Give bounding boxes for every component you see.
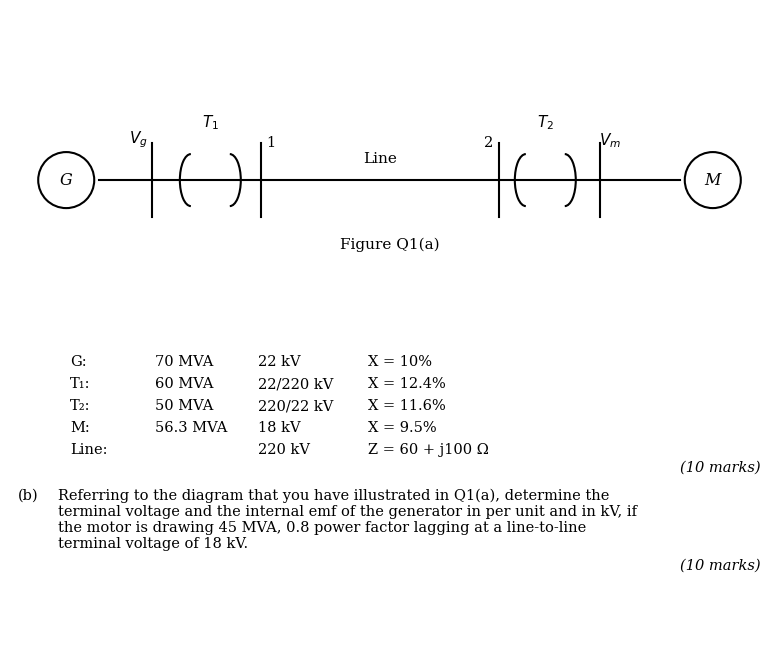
Text: Referring to the diagram that you have illustrated in Q1(a), determine the: Referring to the diagram that you have i…: [58, 489, 609, 504]
Circle shape: [38, 152, 94, 208]
Circle shape: [685, 152, 741, 208]
Text: (10 marks): (10 marks): [680, 461, 761, 475]
Text: Z = 60 + j100 Ω: Z = 60 + j100 Ω: [368, 443, 489, 457]
Text: Figure Q1(a): Figure Q1(a): [340, 238, 439, 253]
Text: 22 kV: 22 kV: [258, 355, 301, 369]
Text: M:: M:: [70, 421, 90, 435]
Text: Line:: Line:: [70, 443, 108, 457]
Text: X = 10%: X = 10%: [368, 355, 432, 369]
Text: M: M: [704, 171, 721, 189]
Text: X = 11.6%: X = 11.6%: [368, 399, 446, 413]
Text: Line: Line: [363, 152, 397, 166]
Text: 70 MVA: 70 MVA: [155, 355, 213, 369]
Text: $V_g$: $V_g$: [129, 129, 147, 150]
Text: T₁:: T₁:: [70, 377, 90, 391]
Text: (b): (b): [18, 489, 39, 503]
Text: 50 MVA: 50 MVA: [155, 399, 213, 413]
Text: 220/22 kV: 220/22 kV: [258, 399, 333, 413]
Text: 1: 1: [266, 136, 276, 150]
Text: G: G: [60, 171, 72, 189]
Text: 220 kV: 220 kV: [258, 443, 310, 457]
Text: 22/220 kV: 22/220 kV: [258, 377, 333, 391]
Text: 18 kV: 18 kV: [258, 421, 301, 435]
Text: terminal voltage of 18 kV.: terminal voltage of 18 kV.: [58, 537, 249, 551]
Text: the motor is drawing 45 MVA, 0.8 power factor lagging at a line-to-line: the motor is drawing 45 MVA, 0.8 power f…: [58, 521, 587, 535]
Text: 2: 2: [484, 136, 493, 150]
Text: $T_2$: $T_2$: [537, 113, 554, 132]
Text: 56.3 MVA: 56.3 MVA: [155, 421, 227, 435]
Text: G:: G:: [70, 355, 86, 369]
Text: $T_1$: $T_1$: [202, 113, 219, 132]
Text: (10 marks): (10 marks): [680, 559, 761, 573]
Text: X = 9.5%: X = 9.5%: [368, 421, 436, 435]
Text: $V_m$: $V_m$: [599, 131, 621, 150]
Text: X = 12.4%: X = 12.4%: [368, 377, 446, 391]
Text: 60 MVA: 60 MVA: [155, 377, 213, 391]
Text: terminal voltage and the internal emf of the generator in per unit and in kV, if: terminal voltage and the internal emf of…: [58, 505, 637, 519]
Text: T₂:: T₂:: [70, 399, 90, 413]
